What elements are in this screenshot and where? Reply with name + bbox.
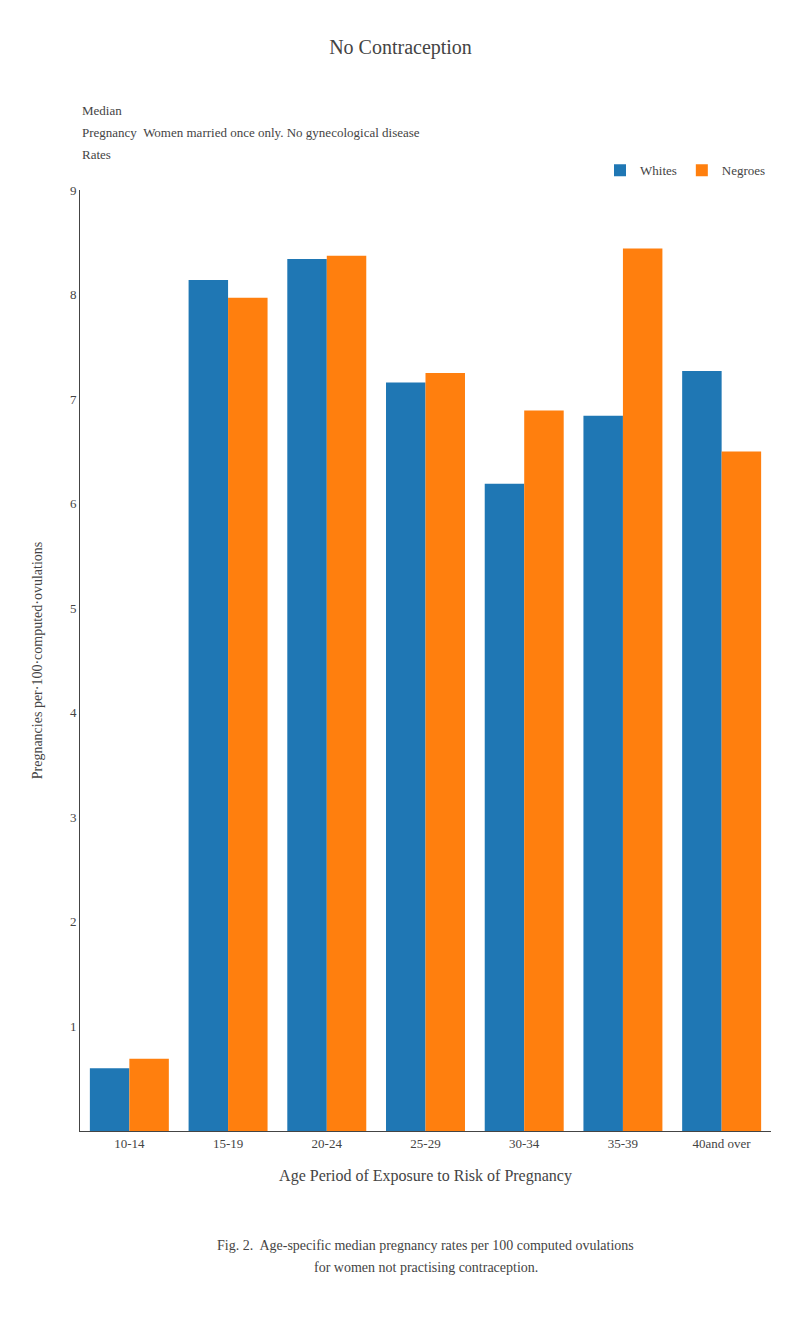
svg-text:10-14: 10-14 [114, 1136, 145, 1151]
svg-text:Median: Median [82, 103, 122, 118]
svg-text:Age Period of Exposure to Risk: Age Period of Exposure to Risk of Pregna… [279, 1167, 572, 1185]
svg-text:20-24: 20-24 [312, 1136, 343, 1151]
svg-text:3: 3 [70, 810, 77, 825]
svg-text:40and over: 40and over [693, 1136, 752, 1151]
svg-text:8: 8 [70, 287, 77, 302]
svg-text:Fig. 2. Age-specific median p: Fig. 2. Age-specific median pregnancy ra… [217, 1238, 634, 1253]
svg-text:2: 2 [70, 914, 77, 929]
svg-text:Pregnancy Women married once: Pregnancy Women married once only. No gy… [82, 125, 420, 140]
svg-text:6: 6 [70, 496, 77, 511]
svg-text:Pregnancies per·100·computed·o: Pregnancies per·100·computed·ovulations [30, 542, 45, 780]
svg-text:1: 1 [70, 1019, 77, 1034]
svg-text:15-19: 15-19 [213, 1136, 243, 1151]
svg-text:9: 9 [70, 183, 77, 198]
svg-text:Negroes: Negroes [722, 163, 765, 178]
svg-text:No Contraception: No Contraception [329, 36, 472, 59]
svg-text:for women not practising contr: for women not practising contraception. [314, 1260, 538, 1275]
svg-text:Whites: Whites [640, 163, 677, 178]
svg-text:7: 7 [70, 392, 77, 407]
svg-text:Rates: Rates [82, 147, 111, 162]
svg-text:35-39: 35-39 [608, 1136, 638, 1151]
svg-text:30-34: 30-34 [509, 1136, 540, 1151]
svg-text:25-29: 25-29 [410, 1136, 440, 1151]
svg-text:5: 5 [70, 601, 77, 616]
svg-text:4: 4 [70, 705, 77, 720]
